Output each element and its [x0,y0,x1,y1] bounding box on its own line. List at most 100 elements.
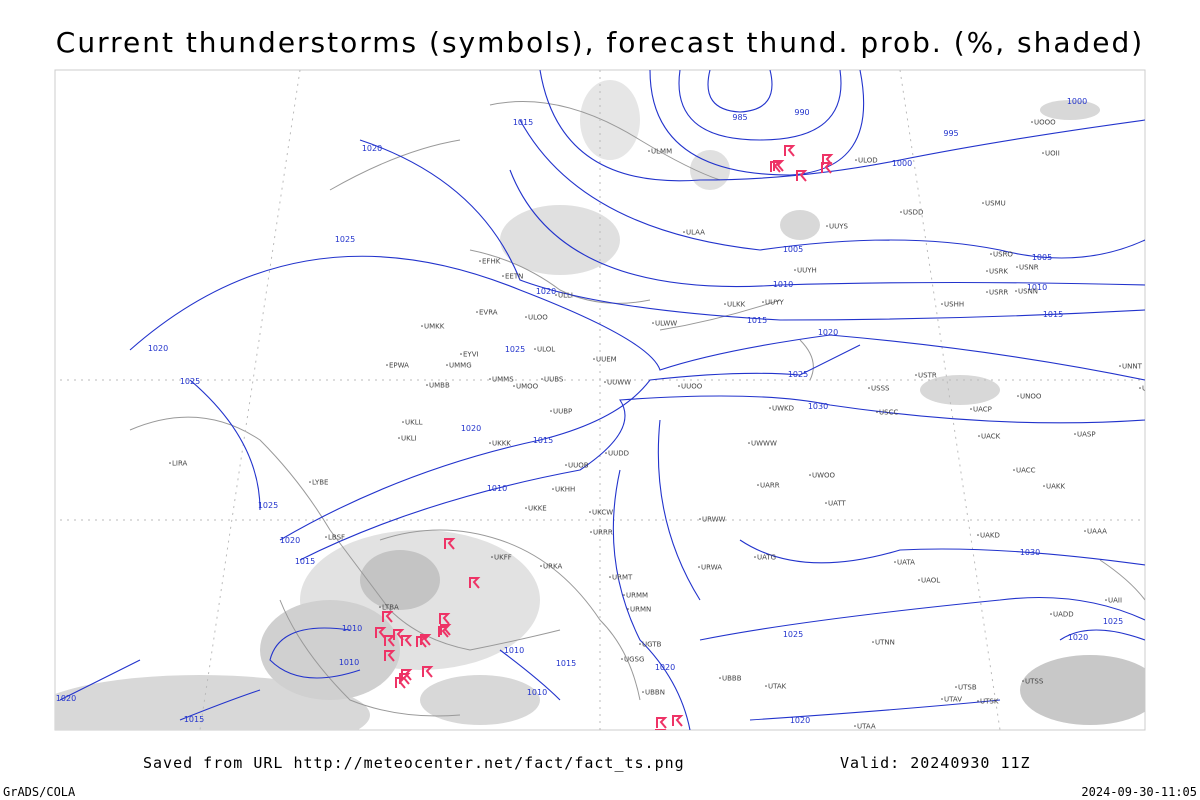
isobar-label: 1020 [818,328,838,337]
station-label: UMMS [492,376,514,384]
station-label: UACC [1016,467,1036,475]
isobar-label: 1020 [280,536,300,545]
thunderstorm-symbol [440,624,452,636]
isobar-label: 1020 [1068,633,1088,642]
station-label: UTAA [857,723,876,731]
station-label: UBBN [645,689,665,697]
isobar-label: 985 [732,113,747,122]
station-dot [540,565,542,567]
station-dot [1017,395,1019,397]
station-label: UNBB [1142,385,1162,393]
station-dot [977,534,979,536]
station-label: UATT [828,500,847,508]
thunderstorm-symbol [375,627,387,639]
isobar-label: 1025 [783,630,803,639]
isobar-label: 1030 [1020,548,1040,557]
station-dot [534,348,536,350]
station-label: UNNT [1122,363,1143,371]
thunderstorm-symbol [773,160,785,172]
station-dot [990,253,992,255]
station-dot [309,481,311,483]
station-dot [525,507,527,509]
station-label: USHH [944,301,964,309]
station-label: USCC [879,409,898,417]
station-label: UWWW [751,440,777,448]
station-dot [642,691,644,693]
station-dot [872,641,874,643]
station-label: UNOO [1020,393,1042,401]
station-label: USRK [989,268,1008,276]
station-label: UUYY [765,299,785,307]
thunderstorm-symbol [416,636,428,648]
station-dot [982,202,984,204]
station-label: LTBA [382,604,399,612]
isobar-label: 1015 [556,659,576,668]
isobar-label: 1015 [295,557,315,566]
station-label: UOII [1045,150,1060,158]
map-frame: 985 990 995 1000 1000 1005 1005 1010 1010 1015 101… [54,69,1162,731]
isobar-label: 1025 [258,501,278,510]
thunderstorm-symbol [444,538,456,550]
station-dot [386,364,388,366]
isobar-label: 1020 [362,144,382,153]
station-label: UTSB [958,684,977,692]
station-label: UATA [897,559,915,567]
station-dot [894,561,896,563]
station-dot [1119,365,1121,367]
station-label: USNN [1018,288,1038,296]
thunderstorm-symbol [672,715,684,727]
isobar-label: 1015 [533,436,553,445]
station-dot [639,643,641,645]
station-label: ULWW [655,320,677,328]
thunderstorm-symbol [395,677,407,689]
station-label: ULAA [686,229,705,237]
station-dot [754,556,756,558]
isobar-label: 1015 [513,118,533,127]
thunderstorm-symbol [384,635,396,647]
station-label: UUWW [607,379,631,387]
valid-time: Valid: 20240930 11Z [840,754,1031,772]
station-dot [724,303,726,305]
station-label: LIRA [172,460,188,468]
station-label: URWW [702,516,726,524]
isobar-label: 1010 [1027,283,1047,292]
station-label: UACP [973,406,992,414]
station-label: UGSG [624,656,644,664]
station-label: UTAV [944,696,962,704]
station-labels: ULAA EFHK EETN ULLI EVRA ULOO UUYY ULKK ULWW UMKK… [169,119,1162,731]
station-dot [719,677,721,679]
isobar-label: 995 [943,129,958,138]
station-label: UBBB [722,675,742,683]
station-dot [955,686,957,688]
thunderstorm-symbol [822,154,834,166]
station-dot [460,353,462,355]
station-label: UKKE [528,505,547,513]
station-dot [555,294,557,296]
station-dot [855,159,857,161]
station-dot [678,385,680,387]
station-dot [476,311,478,313]
station-dot [541,378,543,380]
station-label: UUBS [544,376,564,384]
station-label: UAAA [1087,528,1107,536]
station-dot [525,316,527,318]
station-label: USRR [989,289,1008,297]
station-dot [876,411,878,413]
station-dot [1016,266,1018,268]
station-dot [1074,433,1076,435]
isobars [59,70,1145,730]
station-dot [652,322,654,324]
map-layers: 985 990 995 1000 1000 1005 1005 1010 1010 1015 101… [55,70,1162,731]
station-dot [1043,485,1045,487]
station-dot [604,381,606,383]
station-label: ULOL [537,346,555,354]
station-label: UUEM [596,356,617,364]
station-label: UKFF [494,554,512,562]
station-dot [550,410,552,412]
isobar-label: 1030 [808,402,828,411]
station-dot [978,435,980,437]
station-label: USNR [1019,264,1039,272]
isobar-label: 1025 [505,345,525,354]
station-dot [1084,530,1086,532]
station-dot [977,700,979,702]
